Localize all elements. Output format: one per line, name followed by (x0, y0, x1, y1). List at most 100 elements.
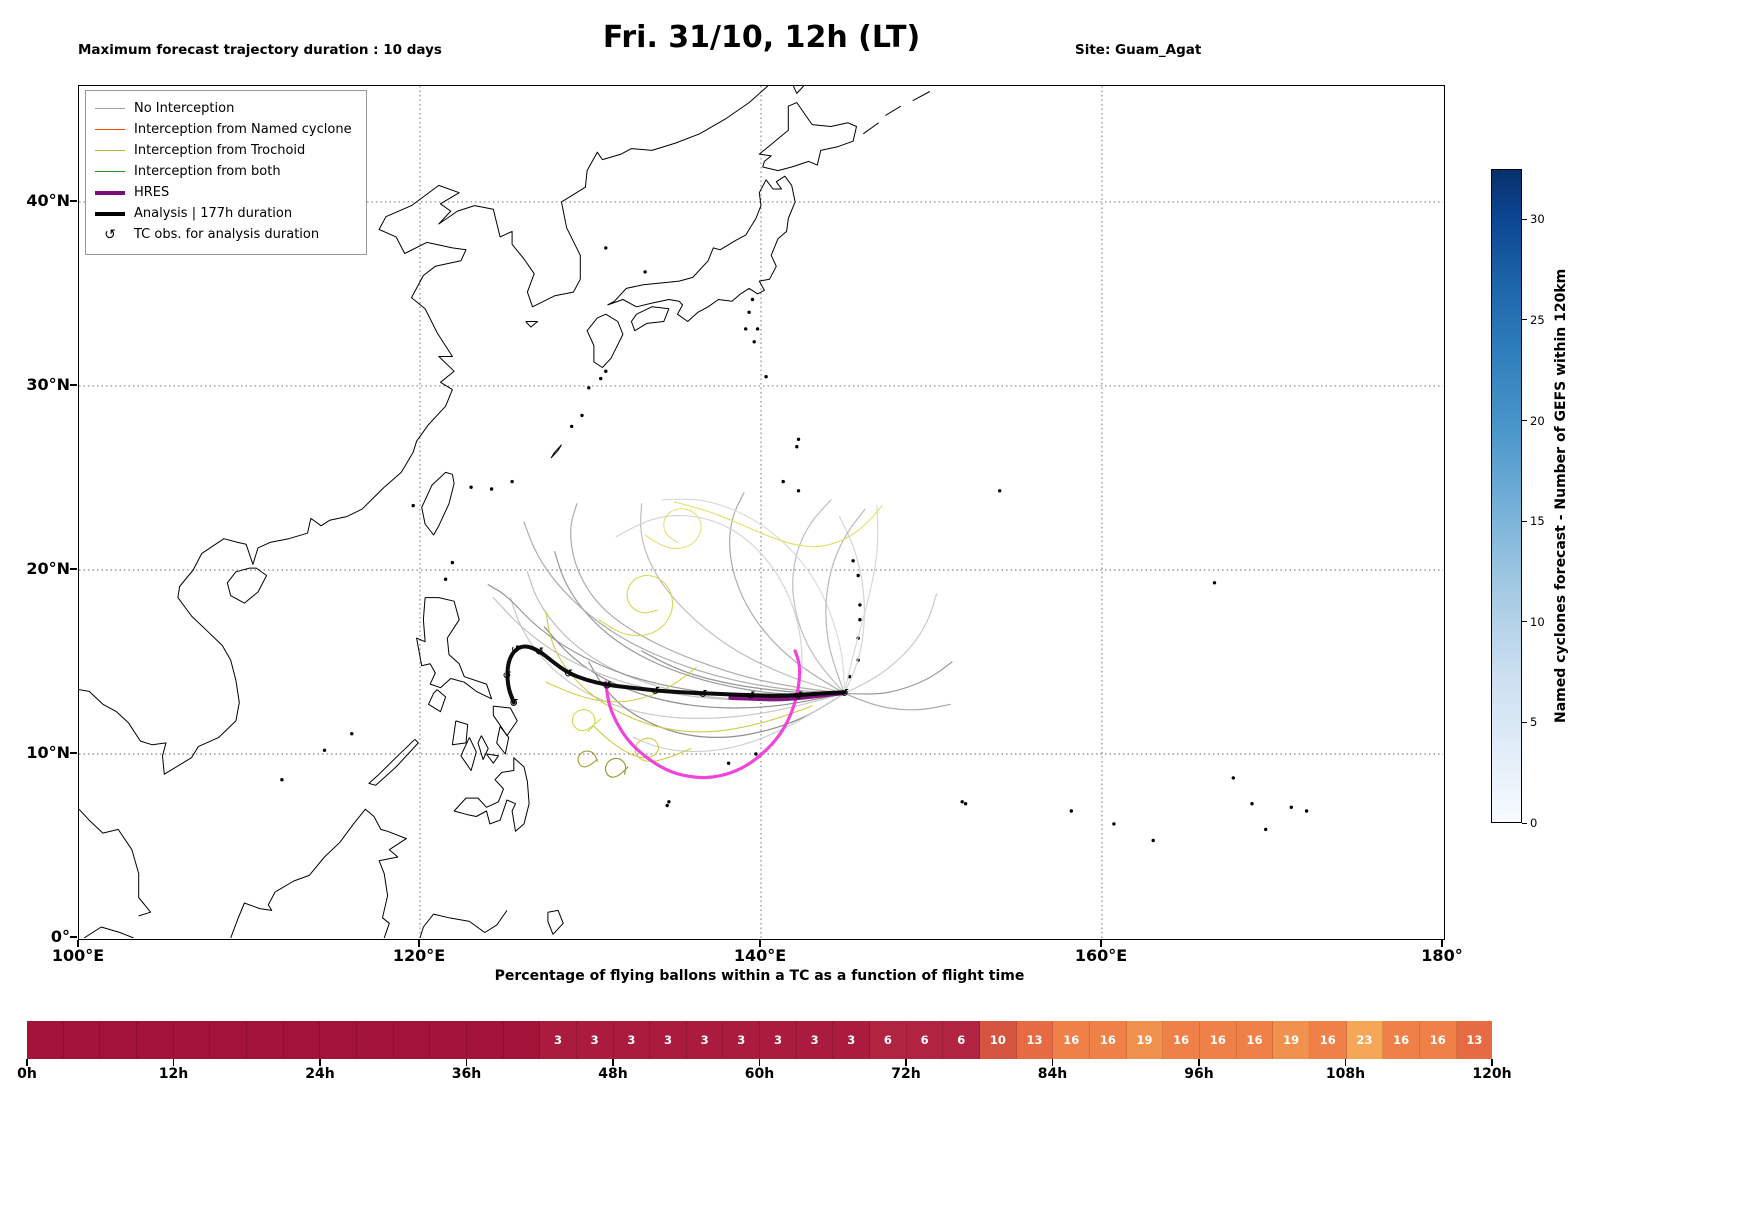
percentage-cell: 10 (980, 1021, 1017, 1059)
percentage-value: 13 (1026, 1033, 1043, 1047)
colorbar-gradient (1492, 170, 1521, 822)
y-tickmark (70, 936, 77, 938)
time-tick-label: 96h (1184, 1066, 1214, 1082)
percentage-cell (320, 1021, 357, 1059)
colorbar-tick-label: 15 (1530, 514, 1545, 529)
x-tick-label: 100°E (51, 946, 105, 965)
percentage-value: 16 (1393, 1033, 1410, 1047)
percentage-cell (503, 1021, 541, 1059)
figure-title: Fri. 31/10, 12h (LT) (602, 20, 921, 55)
legend-item-4: HRES (95, 182, 352, 203)
percentage-value: 16 (1319, 1033, 1336, 1047)
legend-line-swatch (95, 107, 125, 110)
svg-text:↺: ↺ (535, 645, 544, 658)
time-tickmark (758, 1059, 761, 1066)
colorbar-tick-label: 0 (1530, 816, 1538, 830)
y-tick-label: 40°N (26, 190, 70, 210)
colorbar-tickmark (1522, 319, 1527, 321)
time-tickmark (905, 1059, 907, 1066)
time-tickmark (26, 1059, 28, 1066)
colorbar-tickmark (1522, 218, 1527, 220)
svg-text:↺: ↺ (698, 687, 707, 700)
percentage-cell: 6 (943, 1021, 981, 1059)
percentage-value: 16 (1429, 1033, 1446, 1047)
time-tickmark (1198, 1059, 1200, 1066)
colorbar-tickmark (1522, 420, 1527, 422)
percentage-value: 3 (663, 1033, 672, 1047)
percentage-cell: 3 (833, 1021, 871, 1059)
legend-label: HRES (134, 185, 170, 200)
legend-label: Interception from both (134, 164, 281, 179)
config-line-duration: Maximum forecast trajectory duration : 1… (78, 42, 442, 58)
percentage-cell: 16 (1383, 1021, 1420, 1059)
legend-line-swatch (95, 128, 125, 131)
percentage-value: 3 (590, 1033, 599, 1047)
percentage-cell: 16 (1163, 1021, 1200, 1059)
percentage-value: 16 (1099, 1033, 1116, 1047)
percentage-value: 16 (1173, 1033, 1190, 1047)
time-tick-label: 36h (451, 1066, 482, 1082)
y-tickmark (70, 568, 77, 570)
percentage-value: 3 (737, 1033, 746, 1047)
percentage-value: 6 (920, 1033, 929, 1047)
colorbar-tick-label: 5 (1530, 715, 1538, 730)
y-tick-label: 20°N (26, 558, 70, 578)
svg-text:↺: ↺ (511, 643, 520, 656)
legend-line-swatch (95, 170, 125, 173)
colorbar (1491, 169, 1522, 823)
colorbar-tickmark (1522, 721, 1527, 723)
percentage-cell: 3 (686, 1021, 724, 1059)
legend-label: TC obs. for analysis duration (134, 227, 320, 242)
svg-text:↺: ↺ (746, 689, 755, 702)
tc-obs-marker-icon: ↺ (104, 226, 116, 243)
time-tickmark (319, 1059, 321, 1066)
percentage-value: 13 (1466, 1033, 1483, 1047)
y-tick-label: 0° (50, 927, 70, 946)
time-tick-label: 12h (158, 1066, 189, 1082)
percentage-cell: 16 (1419, 1021, 1457, 1059)
percentage-cell (173, 1021, 211, 1059)
time-tickmark (1491, 1059, 1493, 1066)
time-tick-label: 24h (305, 1066, 335, 1082)
time-tick-label: 120h (1472, 1066, 1512, 1082)
percentage-cell (27, 1021, 64, 1059)
percentage-cell: 16 (1200, 1021, 1237, 1059)
time-tickmark (1344, 1059, 1347, 1066)
colorbar-tickmark (1522, 621, 1527, 623)
percentage-cell (136, 1021, 174, 1059)
svg-text:↺: ↺ (502, 669, 511, 682)
time-tickmark (612, 1059, 614, 1066)
legend-item-1: Interception from Named cyclone (95, 119, 352, 140)
legend-label: Analysis | 177h duration (134, 206, 293, 221)
x-tickmark (77, 940, 79, 947)
colorbar-tick-label: 10 (1530, 614, 1545, 629)
percentage-cell (283, 1021, 321, 1059)
percentage-cell: 3 (540, 1021, 577, 1059)
colorbar-label: Named cyclones forecast - Number of GEFS… (1553, 268, 1569, 724)
bar-chart-title: Percentage of flying ballons within a TC… (494, 968, 1025, 984)
percentage-value: 23 (1356, 1033, 1373, 1047)
legend-item-0: No Interception (95, 98, 352, 119)
percentage-value: 19 (1136, 1033, 1153, 1047)
percentage-cell: 3 (576, 1021, 614, 1059)
percentage-cell: 6 (870, 1021, 907, 1059)
legend-line-swatch (95, 211, 125, 216)
x-tickmark (418, 940, 420, 947)
colorbar-tickmark (1522, 822, 1527, 824)
percentage-value: 16 (1063, 1033, 1080, 1047)
svg-text:↺: ↺ (651, 685, 660, 698)
svg-text:↺: ↺ (509, 697, 518, 710)
percentage-cell: 19 (1126, 1021, 1164, 1059)
y-tick-label: 10°N (26, 742, 70, 762)
time-tickmark (465, 1059, 468, 1066)
percentage-value: 16 (1209, 1033, 1226, 1047)
percentage-cell: 3 (723, 1021, 761, 1059)
svg-text:↺: ↺ (564, 667, 573, 680)
svg-text:↺: ↺ (794, 689, 803, 702)
percentage-value: 3 (627, 1033, 636, 1047)
y-tickmark (70, 200, 77, 202)
x-tick-label: 140°E (733, 946, 787, 965)
percentage-cell (100, 1021, 137, 1059)
legend-label: No Interception (134, 101, 235, 116)
